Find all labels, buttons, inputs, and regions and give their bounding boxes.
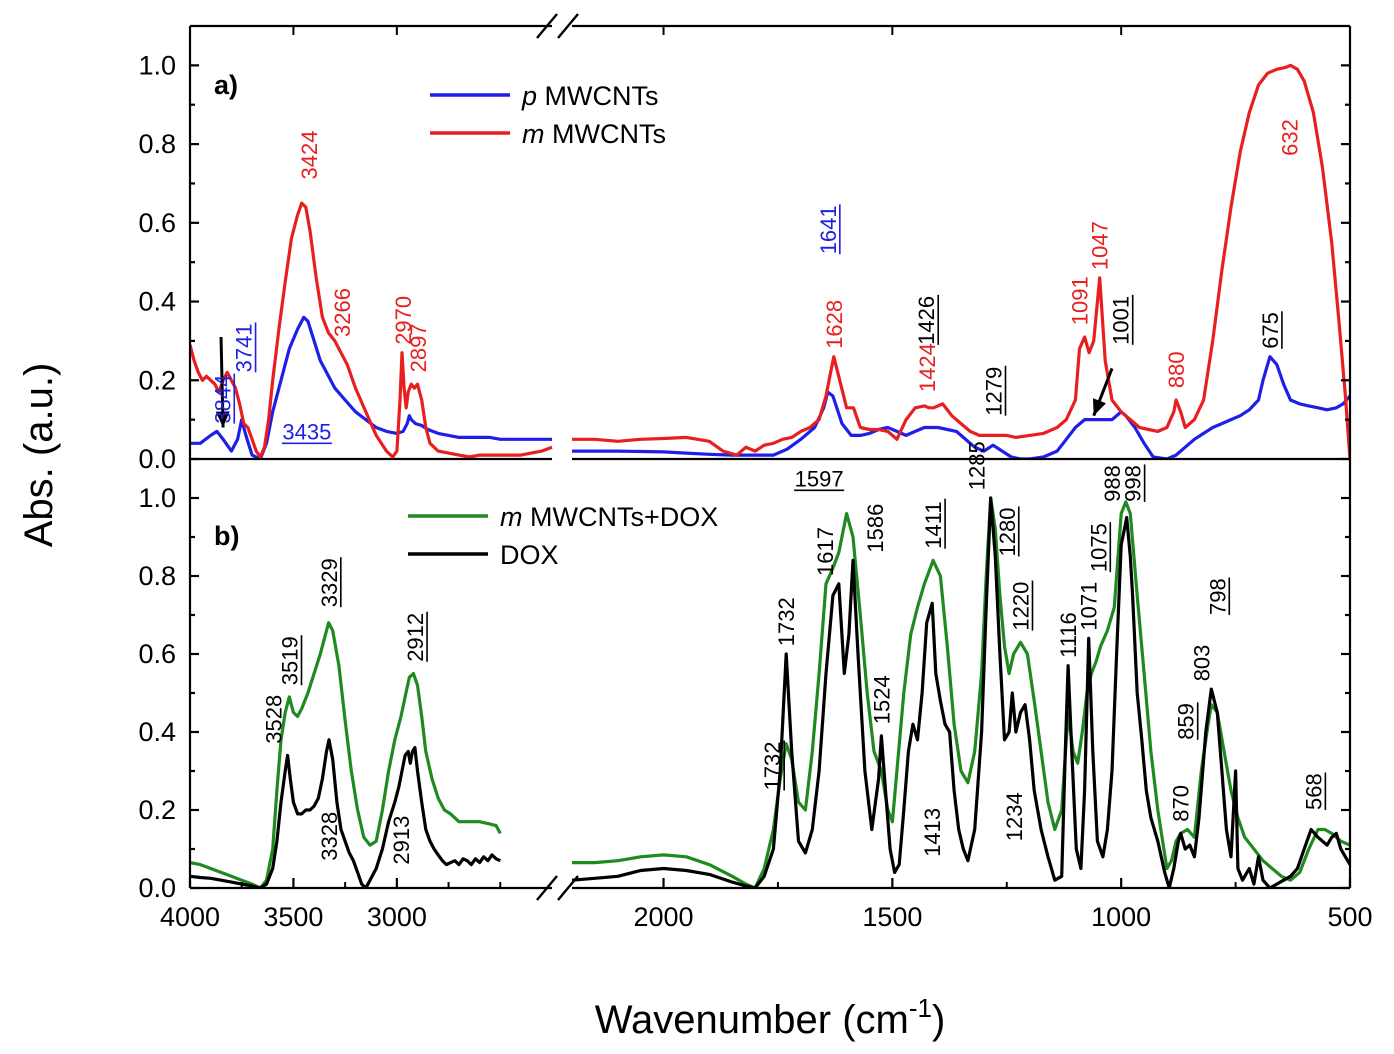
- peak-label-3741: 3741: [232, 323, 257, 372]
- x-tick-label: 500: [1327, 902, 1372, 932]
- peak-label-3424: 3424: [297, 131, 322, 180]
- x-tick-label: 1500: [862, 902, 922, 932]
- peak-label-1524: 1524: [869, 675, 894, 724]
- y-tick-label: 0.6: [138, 208, 176, 238]
- y-tick-label: 0.6: [138, 639, 176, 669]
- peak-label-1411: 1411: [921, 501, 946, 548]
- x-axis-title: Wavenumber (cm-1): [595, 993, 946, 1042]
- y-tick-label: 1.0: [138, 50, 176, 80]
- peak-label-859: 859: [1174, 703, 1199, 740]
- panel-label: a): [214, 70, 238, 100]
- peak-label-3519: 3519: [278, 636, 303, 685]
- panel-b: 0.0 0.2 0.4 0.6 0.8 1.0 b) m MWCNTs+DOX DOX 3528…: [138, 441, 1352, 903]
- peak-label-2912: 2912: [403, 613, 428, 662]
- y-tick-label: 1.0: [138, 483, 176, 513]
- peak-label-1001: 1001: [1109, 296, 1134, 345]
- peak-label-1597: 1597: [795, 466, 844, 491]
- peak-label-1732: 1732: [760, 742, 785, 791]
- legend-label: DOX: [500, 540, 559, 570]
- peak-label-1280: 1280: [995, 508, 1020, 557]
- legend-entry-mdox: m MWCNTs+DOX: [500, 502, 718, 532]
- x-tick-label: 1000: [1091, 902, 1151, 932]
- peak-label-1641: 1641: [816, 205, 841, 254]
- peak-label-1732: 1732: [774, 597, 799, 646]
- peak-label-988: 988: [1100, 465, 1125, 502]
- peak-label-1047: 1047: [1088, 221, 1113, 270]
- peak-label-3328: 3328: [317, 812, 342, 861]
- peak-label-1424: 1424: [915, 343, 940, 392]
- peak-label-1413: 1413: [920, 808, 945, 857]
- legend-entry-dox: DOX: [500, 540, 559, 570]
- legend-italic-prefix: p: [521, 81, 537, 111]
- axis-break-mark: [557, 13, 579, 39]
- peak-label-3528: 3528: [262, 695, 287, 744]
- peak-label-568: 568: [1301, 773, 1326, 810]
- peak-label-1234: 1234: [1002, 792, 1027, 841]
- peak-label-632: 632: [1278, 119, 1303, 156]
- peak-label-3329: 3329: [317, 558, 342, 607]
- peak-label-803: 803: [1189, 645, 1214, 682]
- annotation-arrowhead: [1093, 398, 1106, 416]
- peak-label-1116: 1116: [1056, 612, 1081, 658]
- peak-label-1071: 1071: [1077, 582, 1102, 631]
- peak-label-675: 675: [1258, 312, 1283, 349]
- peak-label-880: 880: [1164, 351, 1189, 388]
- x-tick-label: 3000: [367, 902, 427, 932]
- legend-label: MWCNTs: [537, 81, 658, 111]
- legend-entry-m: m MWCNTs: [522, 119, 666, 149]
- y-tick-label: 0.2: [138, 365, 176, 395]
- peak-label-1617: 1617: [813, 527, 838, 576]
- peak-label-1285: 1285: [965, 441, 990, 490]
- x-tick-label: 2000: [633, 902, 693, 932]
- y-tick-label: 0.4: [138, 717, 176, 747]
- series-line-mdox: [190, 496, 1350, 889]
- series-line-m: [190, 63, 1350, 460]
- peak-label-1279: 1279: [982, 367, 1007, 416]
- legend-label: MWCNTs: [545, 119, 666, 149]
- y-tick-label: 0.8: [138, 561, 176, 591]
- peak-label-1628: 1628: [822, 300, 847, 349]
- legend-italic-prefix: m: [522, 119, 545, 149]
- peak-label-2913: 2913: [389, 816, 414, 865]
- peak-label-1091: 1091: [1068, 276, 1093, 325]
- axis-break-mark: [536, 875, 558, 901]
- series-line-dox: [190, 496, 1350, 889]
- peak-label-1075: 1075: [1086, 523, 1111, 572]
- peak-label-1426: 1426: [914, 296, 939, 345]
- annotation-arrowhead: [215, 411, 230, 428]
- peak-label-798: 798: [1205, 578, 1230, 615]
- axis-break-mark: [536, 13, 558, 39]
- y-tick-label: 0.0: [138, 873, 176, 903]
- legend-italic-prefix: m: [500, 502, 523, 532]
- y-tick-label: 0.2: [138, 795, 176, 825]
- y-tick-label: 0.8: [138, 129, 176, 159]
- axis-break-mark: [557, 875, 579, 901]
- y-axis-title: Abs. (a.u.): [17, 363, 61, 548]
- x-axis-title-main: Wavenumber (cm: [595, 998, 909, 1042]
- y-tick-label: 0.4: [138, 287, 176, 317]
- legend-label: MWCNTs+DOX: [523, 502, 719, 532]
- legend-entry-p: p MWCNTs: [521, 81, 659, 111]
- peak-label-870: 870: [1169, 785, 1194, 822]
- x-axis-title-superscript: -1: [909, 993, 932, 1023]
- peak-label-3844: 3844: [210, 375, 235, 424]
- peak-label-998: 998: [1121, 465, 1146, 502]
- peak-label-1586: 1586: [863, 504, 888, 553]
- peak-label-1220: 1220: [1009, 582, 1034, 631]
- peak-label-2970: 2970: [391, 296, 416, 345]
- panel-label: b): [214, 521, 239, 551]
- x-tick-label: 3500: [263, 902, 323, 932]
- peak-label-3266: 3266: [330, 288, 355, 337]
- peak-label-3435: 3435: [282, 419, 331, 444]
- x-axis-title-end: ): [932, 998, 945, 1042]
- x-tick-label: 4000: [160, 902, 220, 932]
- peak-label-2897: 2897: [406, 323, 431, 372]
- y-tick-label: 0.0: [138, 444, 176, 474]
